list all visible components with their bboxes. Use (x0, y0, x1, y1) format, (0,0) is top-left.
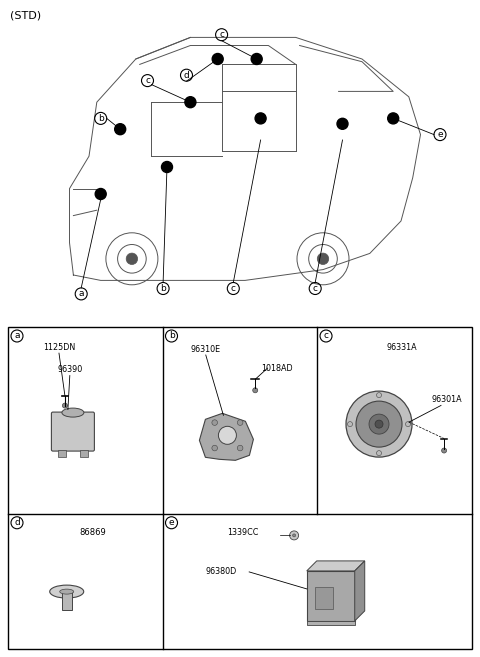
Text: 96301A: 96301A (432, 396, 463, 404)
Circle shape (289, 531, 299, 540)
Text: a: a (14, 332, 20, 340)
Circle shape (375, 420, 383, 428)
Bar (58, 449, 66, 457)
Polygon shape (199, 413, 253, 461)
Circle shape (369, 414, 389, 434)
Circle shape (115, 124, 126, 135)
Circle shape (95, 189, 106, 200)
Circle shape (406, 422, 410, 426)
Text: c: c (145, 76, 150, 85)
Ellipse shape (62, 408, 84, 417)
Text: c: c (312, 284, 318, 293)
Text: 86869: 86869 (80, 528, 107, 537)
Circle shape (388, 113, 399, 124)
Circle shape (442, 448, 446, 453)
Circle shape (252, 388, 258, 393)
Circle shape (237, 445, 243, 451)
Text: e: e (437, 130, 443, 139)
Polygon shape (307, 561, 365, 571)
Circle shape (62, 403, 67, 408)
Circle shape (356, 401, 402, 447)
Bar (62, 591, 72, 610)
Circle shape (376, 393, 382, 397)
Text: c: c (219, 30, 224, 39)
Text: b: b (168, 332, 174, 340)
Circle shape (212, 420, 217, 425)
Circle shape (212, 445, 217, 451)
Circle shape (218, 426, 237, 444)
Text: d: d (14, 518, 20, 528)
Text: c: c (231, 284, 236, 293)
Circle shape (348, 422, 352, 426)
Text: a: a (78, 289, 84, 298)
Text: 96331A: 96331A (387, 343, 418, 352)
Circle shape (376, 451, 382, 455)
Text: b: b (98, 114, 104, 123)
Text: 1339CC: 1339CC (228, 528, 259, 537)
Circle shape (346, 391, 412, 457)
Polygon shape (307, 571, 355, 621)
Circle shape (126, 253, 138, 265)
Text: (STD): (STD) (10, 10, 41, 20)
Circle shape (293, 534, 296, 537)
Text: 96380D: 96380D (206, 568, 237, 576)
Bar (315, 587, 333, 609)
Text: 96390: 96390 (57, 365, 83, 374)
Circle shape (251, 53, 262, 64)
Text: c: c (324, 332, 328, 340)
Text: e: e (168, 518, 174, 528)
Bar (80, 449, 88, 457)
Ellipse shape (50, 585, 84, 598)
Polygon shape (355, 561, 365, 621)
Text: d: d (184, 71, 190, 79)
Text: b: b (160, 284, 166, 293)
Circle shape (185, 97, 196, 108)
Circle shape (317, 253, 329, 265)
Ellipse shape (60, 589, 74, 594)
Bar (307, 621, 355, 625)
Circle shape (161, 162, 172, 173)
Circle shape (255, 113, 266, 124)
Text: 1018AD: 1018AD (261, 363, 293, 373)
Circle shape (237, 420, 243, 425)
Bar (8, 327, 472, 649)
FancyBboxPatch shape (51, 412, 95, 451)
Circle shape (212, 53, 223, 64)
Text: 96310E: 96310E (191, 345, 221, 354)
Circle shape (337, 118, 348, 129)
Text: 1125DN: 1125DN (43, 343, 75, 352)
